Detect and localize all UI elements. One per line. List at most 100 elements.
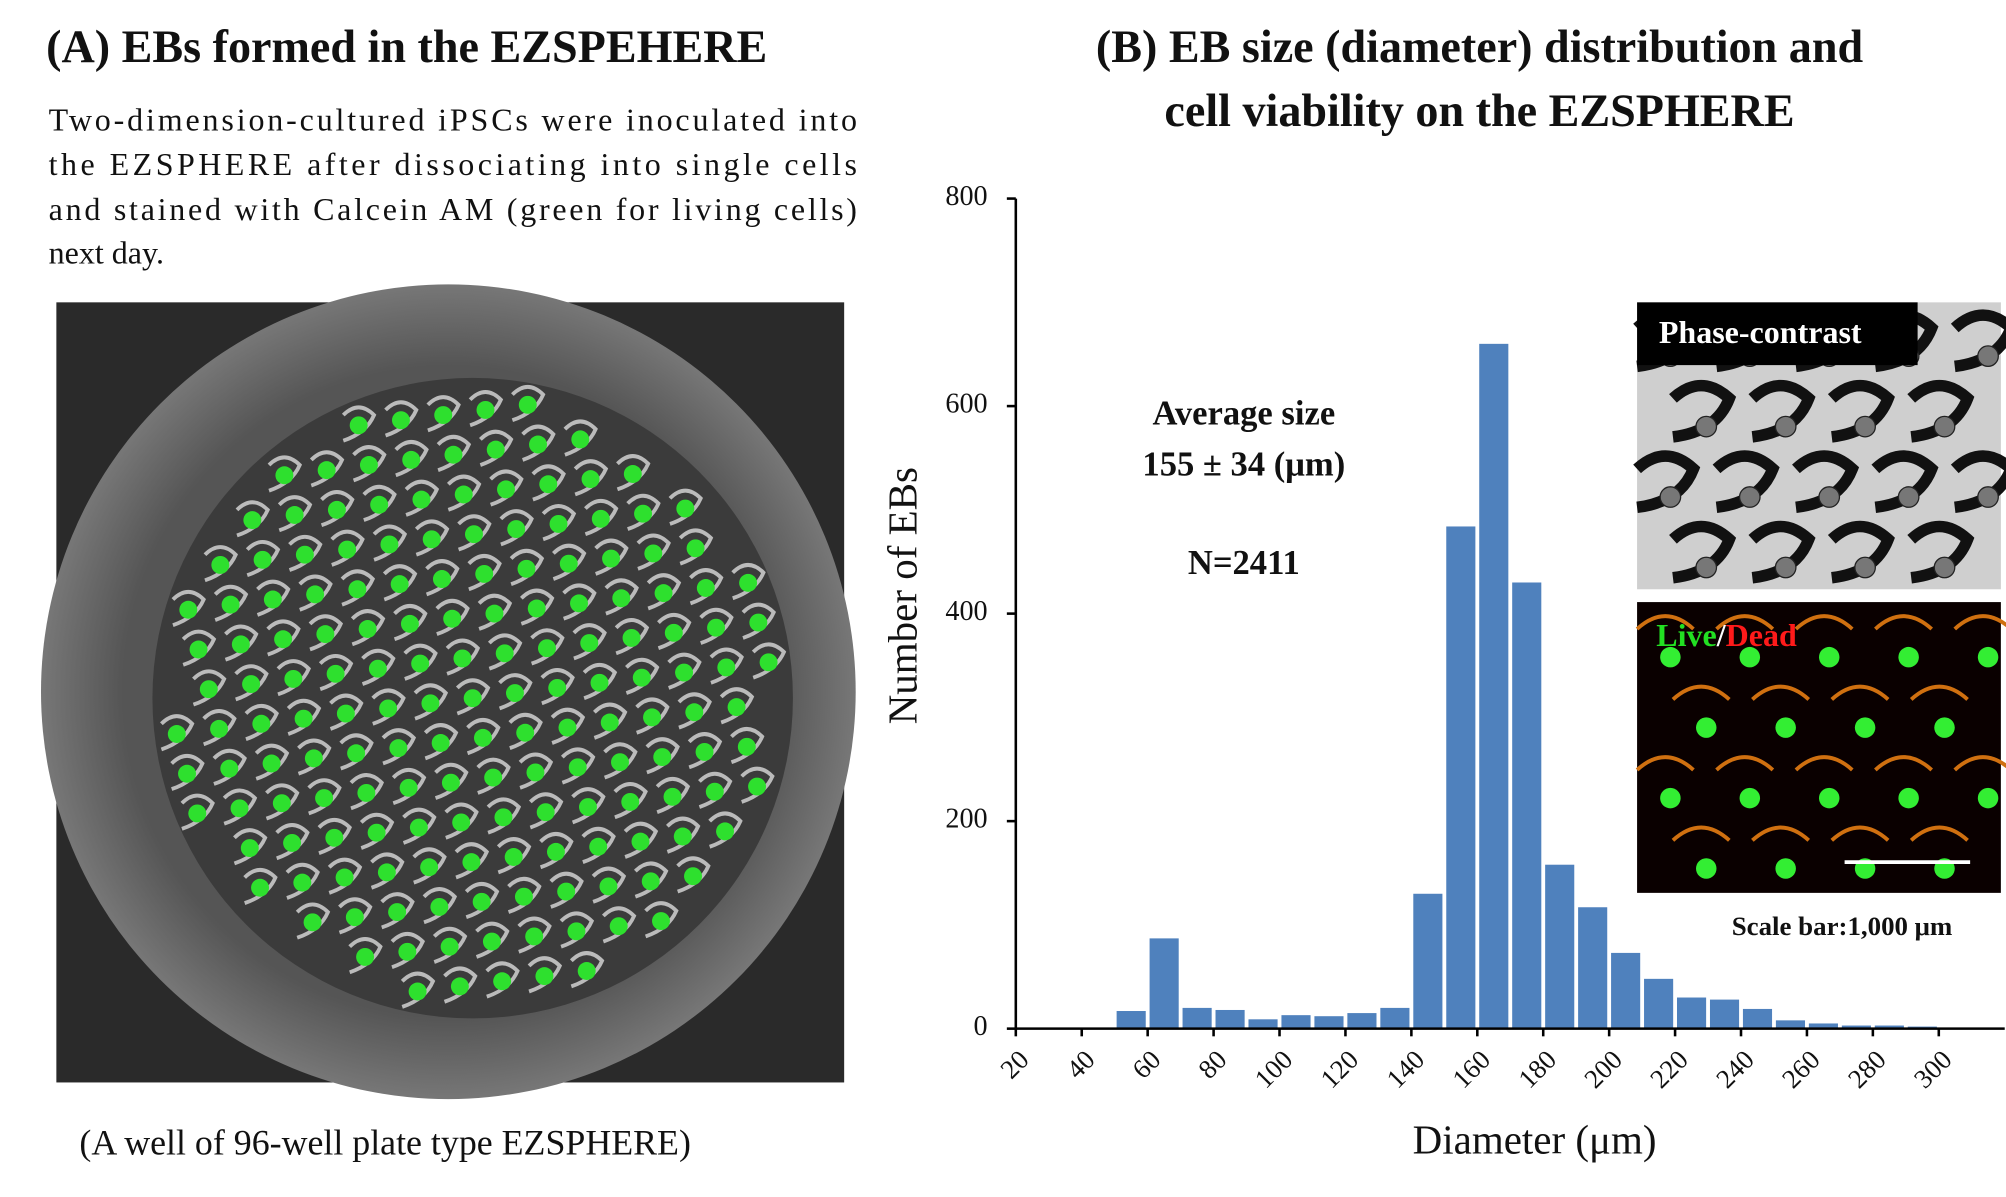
cell-aggregate: [483, 933, 501, 951]
annotation: 155 ± 34 (μm): [1142, 446, 1345, 484]
x-tick-label: 140: [1380, 1044, 1430, 1094]
cell-aggregate: [707, 619, 725, 637]
cell-aggregate: [477, 401, 495, 419]
bar: [1183, 1008, 1212, 1029]
cell-aggregate: [643, 708, 661, 726]
cell-aggregate: [241, 839, 259, 857]
live-label: Live: [1656, 618, 1716, 654]
live-cell: [1978, 788, 1998, 808]
cell-aggregate: [465, 525, 483, 543]
cell-aggregate: [284, 670, 302, 688]
cell-aggregate: [432, 734, 450, 752]
cell-aggregate: [515, 888, 533, 906]
live-cell: [1898, 788, 1918, 808]
cell-aggregate: [369, 660, 387, 678]
cell-aggregate: [274, 630, 292, 648]
cell-aggregate: [347, 744, 365, 762]
panel-b-title: (B) EB size (diameter) distribution and: [1096, 21, 1864, 72]
cell-aggregate: [525, 927, 543, 945]
cell-aggregate: [401, 615, 419, 633]
cell-aggregate: [434, 406, 452, 424]
live-cell: [1898, 647, 1918, 667]
cell-aggregate: [338, 541, 356, 559]
aggregate: [1934, 416, 1954, 436]
dead-label: Dead: [1726, 618, 1797, 654]
cell-aggregate: [623, 629, 641, 647]
bar: [1512, 582, 1541, 1028]
cell-aggregate: [601, 714, 619, 732]
live-cell: [1696, 717, 1716, 737]
live-cell: [1978, 647, 1998, 667]
panel-a-caption: (A well of 96-well plate type EZSPHERE): [79, 1123, 690, 1163]
cell-aggregate: [529, 436, 547, 454]
cell-aggregate: [634, 505, 652, 523]
cell-aggregate: [286, 506, 304, 524]
cell-aggregate: [591, 674, 609, 692]
cell-aggregate: [232, 635, 250, 653]
cell-aggregate: [621, 793, 639, 811]
cell-aggregate: [505, 848, 523, 866]
x-tick-label: 60: [1126, 1044, 1166, 1084]
cell-aggregate: [337, 705, 355, 723]
aggregate: [1855, 416, 1875, 436]
cell-aggregate: [676, 500, 694, 518]
cell-aggregate: [263, 755, 281, 773]
description-line: Two-dimension-cultured iPSCs were inocul…: [49, 101, 857, 137]
aggregate: [1819, 487, 1839, 507]
cell-aggregate: [336, 869, 354, 887]
aggregate: [1775, 557, 1795, 577]
cell-aggregate: [589, 838, 607, 856]
cell-aggregate: [528, 600, 546, 618]
y-axis-label: Number of EBs: [879, 467, 925, 724]
cell-aggregate: [242, 675, 260, 693]
cell-aggregate: [717, 658, 735, 676]
cell-aggregate: [633, 669, 651, 687]
cell-aggregate: [442, 774, 460, 792]
cell-aggregate: [451, 977, 469, 995]
cell-aggregate: [400, 779, 418, 797]
y-tick-label: 600: [945, 389, 987, 420]
cell-aggregate: [474, 729, 492, 747]
x-tick-label: 120: [1315, 1044, 1365, 1094]
cell-aggregate: [398, 943, 416, 961]
cell-aggregate: [441, 938, 459, 956]
live-cell: [1775, 717, 1795, 737]
bar: [1545, 865, 1574, 1029]
cell-aggregate: [487, 441, 505, 459]
cell-aggregate: [602, 550, 620, 568]
aggregate: [1740, 487, 1760, 507]
cell-aggregate: [304, 913, 322, 931]
cell-aggregate: [211, 556, 229, 574]
cell-aggregate: [231, 799, 249, 817]
cell-aggregate: [283, 834, 301, 852]
cell-aggregate: [579, 798, 597, 816]
cell-aggregate: [580, 634, 598, 652]
aggregate: [1696, 416, 1716, 436]
annotation: Average size: [1152, 394, 1335, 432]
cell-aggregate: [430, 898, 448, 916]
cell-aggregate: [305, 749, 323, 767]
cell-aggregate: [316, 625, 334, 643]
x-tick-label: 240: [1710, 1044, 1760, 1094]
cell-aggregate: [674, 828, 692, 846]
annotation: N=2411: [1188, 544, 1300, 582]
live-cell: [1819, 647, 1839, 667]
cell-aggregate: [559, 719, 577, 737]
cell-aggregate: [243, 511, 261, 529]
cell-aggregate: [359, 620, 377, 638]
cell-aggregate: [392, 411, 410, 429]
cell-aggregate: [388, 903, 406, 921]
cell-aggregate: [570, 594, 588, 612]
cell-aggregate: [728, 698, 746, 716]
cell-aggregate: [655, 584, 673, 602]
cell-aggregate: [410, 819, 428, 837]
cell-aggregate: [496, 644, 514, 662]
cell-aggregate: [578, 962, 596, 980]
x-tick-label: 200: [1578, 1044, 1628, 1094]
aggregate: [1978, 487, 1998, 507]
panel-a-title: (A) EBs formed in the EZSPEHERE: [46, 21, 767, 72]
live-cell: [1819, 788, 1839, 808]
well-photo: [41, 284, 856, 1099]
x-tick-label: 20: [994, 1044, 1034, 1084]
cell-aggregate: [665, 624, 683, 642]
